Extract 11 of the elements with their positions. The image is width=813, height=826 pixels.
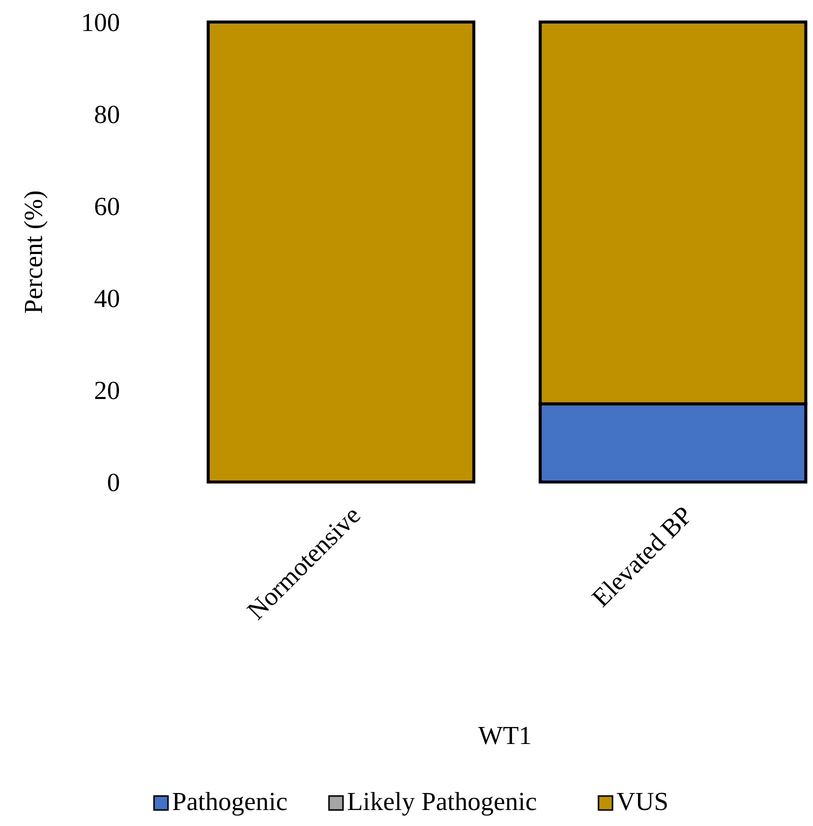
legend-label: Pathogenic [172,787,288,816]
legend-label: Likely Pathogenic [347,787,537,816]
y-tick-label: 80 [94,100,120,130]
x-axis-title: WT1 [478,721,532,750]
y-tick-label: 0 [107,468,120,498]
legend-label: VUS [616,787,669,816]
y-axis-title: Percent (%) [19,190,48,314]
y-tick-label: 40 [94,284,120,314]
y-tick-label: 100 [81,8,120,38]
y-tick-label: 60 [94,192,120,222]
y-tick-label: 20 [94,376,120,406]
